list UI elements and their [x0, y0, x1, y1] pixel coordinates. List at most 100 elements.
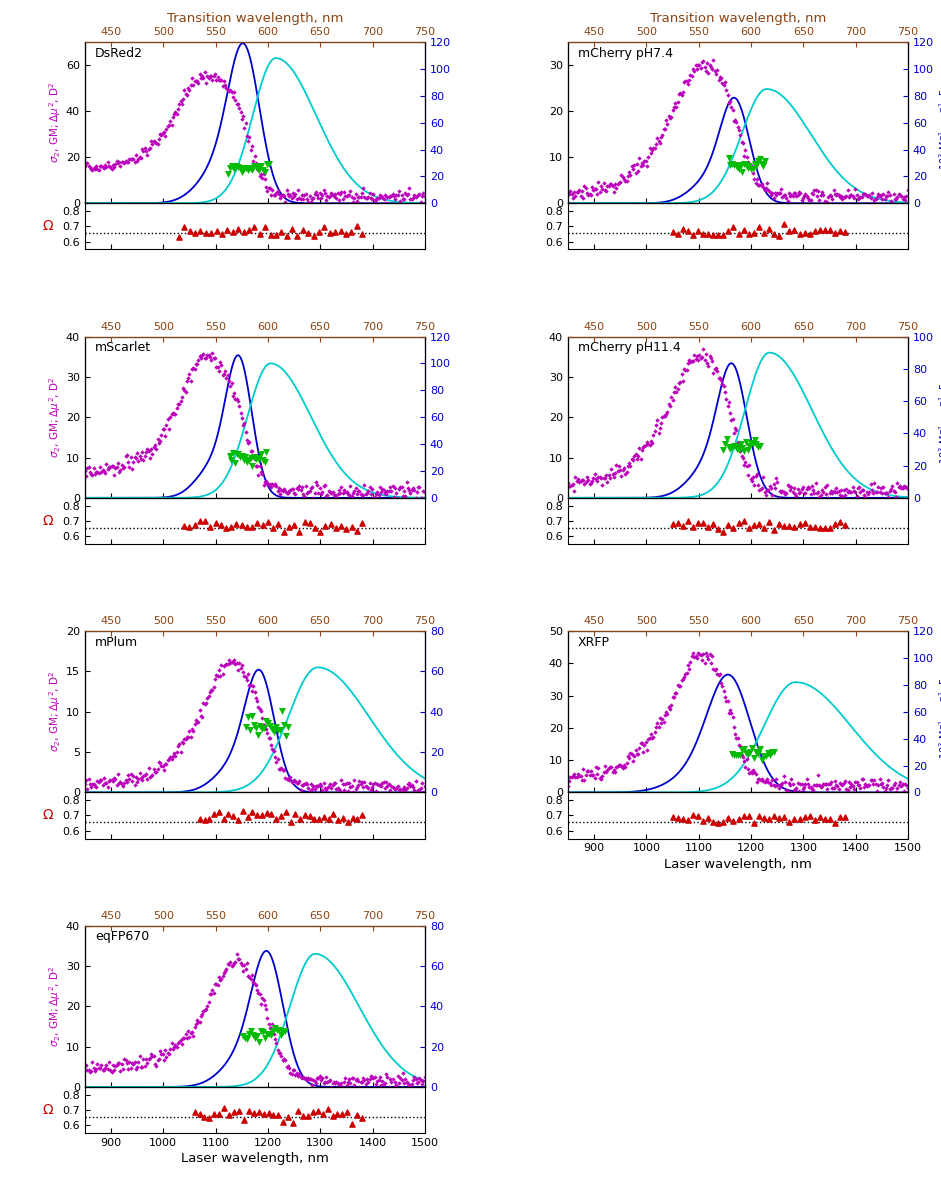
Point [166, 404, 181, 423]
Point [246, 1025, 261, 1044]
Point [747, 763, 762, 782]
Point [895, 775, 910, 794]
Point [612, 457, 627, 476]
Point [105, 771, 120, 790]
Point [613, 173, 628, 192]
Point [207, 669, 222, 688]
Point [355, 224, 370, 243]
Point [223, 653, 238, 673]
Point [280, 1056, 295, 1076]
Point [104, 159, 120, 179]
Point [580, 183, 595, 203]
Point [604, 758, 619, 777]
Point [716, 376, 731, 396]
Point [95, 776, 110, 795]
Point [573, 471, 588, 490]
Point [199, 999, 214, 1018]
Point [288, 1066, 303, 1085]
Point [331, 1076, 346, 1095]
Point [797, 513, 812, 532]
Point [691, 807, 706, 826]
Point [733, 125, 748, 144]
Point [357, 475, 372, 494]
Point [729, 439, 744, 458]
Point [399, 778, 414, 797]
Point [247, 447, 262, 466]
Point [685, 517, 700, 536]
Point [342, 486, 357, 505]
Point [837, 486, 853, 505]
Point [737, 146, 752, 165]
Point [569, 767, 584, 787]
Point [264, 719, 279, 739]
Point [851, 776, 866, 795]
Point [214, 355, 229, 374]
Point [238, 448, 253, 468]
Point [81, 1060, 96, 1079]
Point [144, 766, 159, 785]
Point [201, 345, 216, 364]
Point [586, 765, 601, 784]
Point [710, 519, 726, 538]
Point [886, 775, 901, 794]
Point [257, 995, 272, 1014]
Point [227, 1103, 242, 1122]
Point [753, 176, 768, 195]
Point [776, 185, 791, 204]
Point [877, 782, 892, 801]
Point [182, 1026, 197, 1046]
Point [155, 123, 170, 143]
Point [403, 777, 418, 796]
Point [234, 514, 249, 534]
Point [414, 186, 429, 205]
Point [325, 1107, 340, 1126]
Point [184, 359, 199, 378]
Point [187, 71, 202, 90]
Point [581, 470, 596, 489]
Point [295, 1105, 311, 1125]
Point [293, 1067, 308, 1086]
Point [258, 1028, 273, 1047]
Point [888, 783, 903, 802]
Point [262, 155, 277, 174]
Point [330, 1104, 345, 1123]
Point [595, 476, 610, 495]
Point [146, 1047, 161, 1066]
Point [837, 481, 852, 500]
Point [794, 191, 809, 210]
Point [310, 185, 325, 204]
Point [772, 808, 787, 827]
Point [783, 186, 798, 205]
Point [310, 475, 325, 494]
Point [253, 994, 268, 1013]
Point [263, 716, 278, 735]
Point [600, 176, 615, 195]
Point [809, 483, 824, 502]
Point [745, 163, 760, 182]
Point [248, 153, 263, 173]
Point [591, 173, 606, 192]
Point [295, 477, 310, 496]
Point [706, 50, 721, 70]
Point [570, 764, 585, 783]
Point [728, 746, 743, 765]
Point [362, 773, 377, 793]
Point [586, 468, 601, 487]
Point [752, 770, 767, 789]
Point [270, 1020, 285, 1040]
Point [199, 66, 215, 85]
Point [702, 347, 717, 366]
Point [685, 60, 700, 79]
Point [230, 945, 245, 964]
Point [782, 517, 797, 536]
Point [231, 391, 246, 410]
Point [826, 180, 841, 199]
Point [228, 156, 243, 175]
Point [265, 474, 280, 493]
Point [374, 186, 389, 205]
Point [269, 809, 284, 829]
Point [779, 189, 794, 209]
Point [396, 189, 411, 209]
Point [771, 488, 786, 507]
Point [330, 811, 345, 830]
